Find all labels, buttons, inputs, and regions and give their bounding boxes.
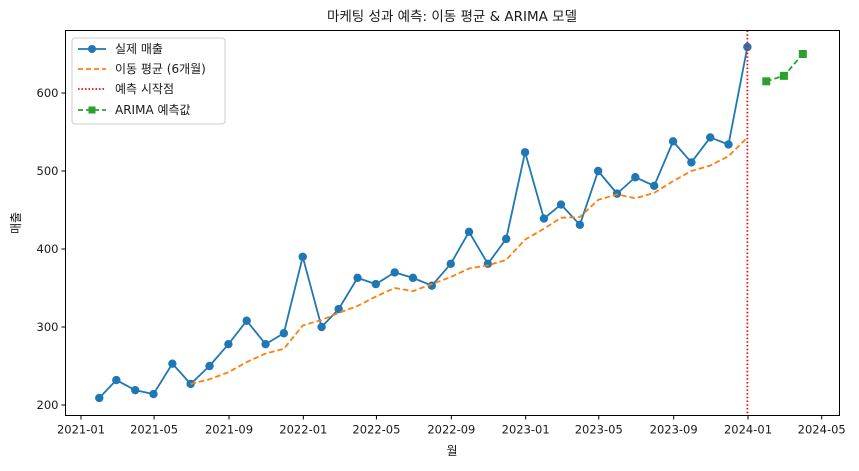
- data-point: [446, 259, 455, 269]
- y-tick-label: 500: [37, 164, 59, 178]
- data-point: [317, 322, 326, 332]
- data-point: [539, 214, 549, 223]
- axes-frame: [65, 30, 840, 416]
- x-tick-label: 2021-01: [57, 423, 105, 437]
- data-point: [464, 227, 474, 237]
- data-point: [224, 339, 233, 349]
- data-point: [261, 339, 270, 349]
- x-tick-label: 2023-05: [575, 423, 623, 437]
- data-point: [168, 359, 177, 368]
- y-tick-label: 600: [37, 86, 59, 100]
- legend-box: [71, 37, 226, 125]
- chart-title: 마케팅 성과 예측: 이동 평균 & ARIMA 모델: [327, 9, 577, 25]
- x-axis-label: 월: [446, 444, 457, 458]
- data-point: [279, 329, 289, 338]
- data-point: [334, 304, 343, 314]
- data-point: [298, 252, 307, 261]
- y-tick-label: 300: [37, 320, 59, 334]
- data-point: [593, 166, 603, 176]
- data-point: [205, 361, 214, 371]
- data-point: [649, 181, 659, 191]
- legend-label: ARIMA 예측값: [115, 103, 191, 117]
- y-axis: 200 300 400 500 600: [37, 86, 66, 412]
- x-tick-label: 2024-01: [724, 423, 772, 437]
- data-point: [743, 42, 752, 52]
- data-point: [371, 279, 381, 289]
- data-point: [353, 273, 362, 283]
- data-point: [575, 220, 585, 230]
- forecast-point: [798, 50, 807, 58]
- data-point: [112, 375, 121, 385]
- legend: 실제 매출 이동 평균 (6개월) 예측 시작점 ARIMA 예측값: [71, 37, 226, 125]
- x-tick-label: 2021-05: [130, 423, 178, 437]
- y-tick-label: 400: [37, 242, 59, 256]
- data-point: [501, 234, 511, 244]
- legend-label: 실제 매출: [115, 42, 163, 56]
- x-tick-label: 2023-01: [502, 423, 550, 437]
- y-tick-label: 200: [37, 398, 59, 412]
- circle-marker-icon: [88, 45, 96, 53]
- data-point: [687, 158, 696, 167]
- legend-item-actual-sales: 실제 매출: [78, 42, 163, 56]
- series-2: [762, 50, 807, 86]
- legend-label: 예측 시작점: [115, 82, 174, 96]
- data-point: [724, 140, 733, 149]
- x-tick-label: 2024-05: [798, 423, 846, 437]
- forecast-point: [779, 71, 788, 80]
- x-tick-label: 2021-09: [205, 423, 253, 437]
- data-point: [242, 316, 251, 325]
- data-point: [390, 268, 399, 277]
- x-tick-label: 2022-05: [352, 423, 400, 437]
- plot-area: [95, 30, 807, 416]
- legend-label: 이동 평균 (6개월): [115, 62, 206, 76]
- legend-item-moving-average: 이동 평균 (6개월): [78, 62, 206, 76]
- x-tick-label: 2022-09: [427, 423, 475, 437]
- data-point: [149, 389, 158, 399]
- data-point: [131, 385, 140, 395]
- data-point: [408, 273, 418, 283]
- series-line: [190, 136, 749, 385]
- x-axis: 2021-01 2021-05 2021-09 2022-01 2022-05 2022-…: [57, 415, 846, 437]
- data-point: [668, 137, 678, 146]
- data-point: [706, 133, 715, 142]
- data-point: [520, 148, 530, 157]
- data-point: [631, 173, 640, 182]
- legend-item-arima-forecast: ARIMA 예측값: [78, 103, 191, 117]
- x-tick-label: 2022-01: [279, 423, 327, 437]
- legend-item-forecast-start: 예측 시작점: [78, 82, 174, 96]
- data-point: [427, 281, 437, 290]
- series-1: [190, 136, 749, 385]
- forecast-point: [762, 77, 771, 86]
- data-point: [95, 393, 104, 403]
- series-0: [95, 42, 752, 403]
- data-point: [556, 200, 566, 209]
- x-tick-label: 2023-09: [650, 423, 698, 437]
- y-axis-label: 매출: [9, 212, 23, 234]
- square-marker-icon: [88, 106, 96, 114]
